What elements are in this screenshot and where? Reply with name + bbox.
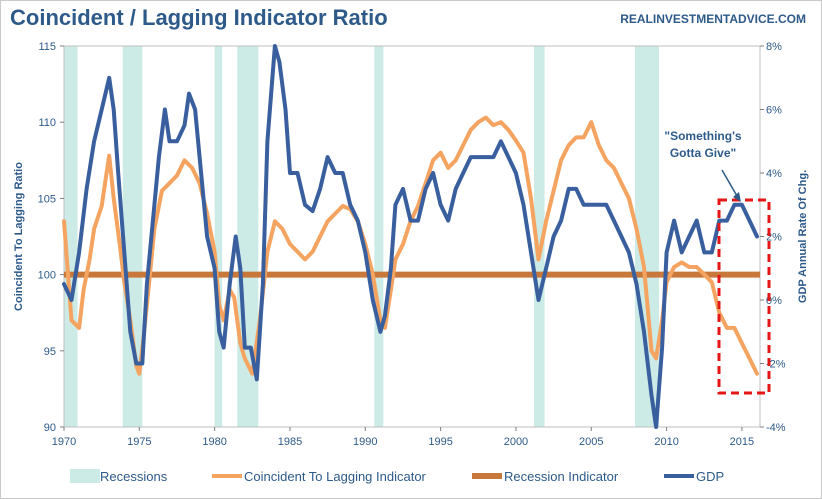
y2-tick-label: 8% — [766, 41, 782, 53]
y-tick-label: 110 — [38, 117, 56, 129]
y-tick-label: 115 — [38, 41, 56, 53]
x-tick-label: 1990 — [353, 436, 377, 448]
highlight-box — [717, 198, 771, 395]
y-tick-label: 105 — [38, 193, 56, 205]
x-tick-label: 1980 — [202, 436, 226, 448]
recession-band-0 — [64, 46, 78, 427]
y2-tick-label: -2% — [766, 359, 786, 371]
legend-label: GDP — [696, 469, 724, 484]
annotation-text-line: Gotta Give" — [670, 146, 736, 160]
x-tick-label: 1975 — [127, 436, 151, 448]
x-tick-label: 1985 — [278, 436, 302, 448]
legend-swatch-recessions — [70, 469, 100, 483]
x-tick-label: 2000 — [504, 436, 528, 448]
y-axis-title: Coincident To Lagging Ratio — [13, 162, 25, 311]
annotation-arrow-line — [721, 169, 738, 197]
legend-label: Recessions — [100, 469, 168, 484]
gdp-series-line — [62, 44, 759, 429]
x-tick-label: 1970 — [52, 436, 76, 448]
chart-title: Coincident / Lagging Indicator Ratio — [10, 5, 388, 30]
recession-band-4 — [374, 46, 384, 427]
legend-label: Coincident To Lagging Indicator — [244, 469, 427, 484]
y2-tick-label: -4% — [766, 422, 786, 434]
y-tick-label: 100 — [38, 270, 56, 282]
recession-band-1 — [122, 46, 143, 427]
y-tick-label: 95 — [44, 346, 56, 358]
x-tick-label: 2015 — [730, 436, 754, 448]
x-tick-label: 1995 — [428, 436, 452, 448]
recession-band-5 — [534, 46, 545, 427]
source-label: REALINVESTMENTADVICE.COM — [620, 12, 806, 26]
y-tick-label: 90 — [44, 422, 56, 434]
ratio-series-line — [62, 115, 759, 376]
y2-axis-title: GDP Annual Rate Of Chg. — [797, 170, 809, 303]
legend-label: Recession Indicator — [504, 469, 619, 484]
annotation-arrow-head — [733, 192, 741, 202]
recession-band-2 — [214, 46, 223, 427]
y2-tick-label: 4% — [766, 168, 782, 180]
y2-tick-label: 6% — [766, 105, 782, 117]
x-tick-label: 2010 — [654, 436, 678, 448]
x-tick-label: 2005 — [579, 436, 603, 448]
annotation-text-line: "Something's — [664, 129, 742, 143]
